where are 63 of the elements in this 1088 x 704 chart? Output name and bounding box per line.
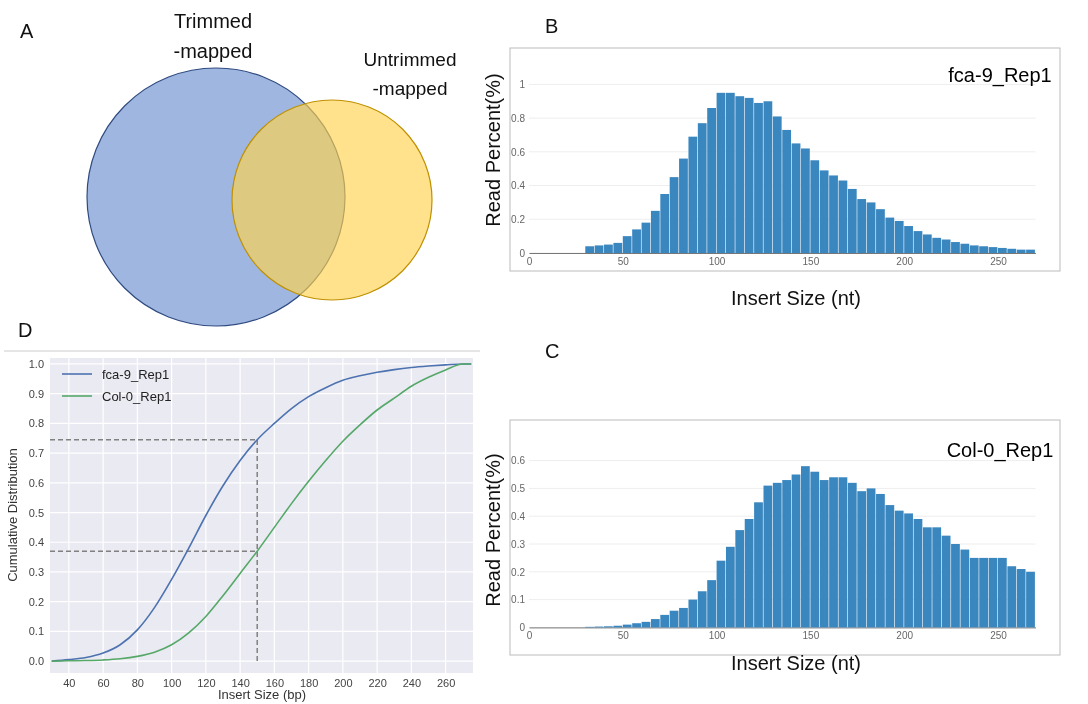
y-tick-label: 0.4 <box>511 510 526 522</box>
x-tick-label: 200 <box>896 256 914 268</box>
y-axis-title: Cumulative Distribution <box>5 448 20 582</box>
x-tick-label: 60 <box>97 676 110 689</box>
y-tick-label: 0.5 <box>511 483 526 495</box>
y-tick-label: 0 <box>519 247 526 259</box>
y-tick-label: 0 <box>519 622 526 634</box>
x-tick-label: 160 <box>265 676 285 689</box>
text: A <box>20 20 34 42</box>
chart-title: fca-9_Rep1 <box>948 64 1052 87</box>
x-tick-label: 220 <box>368 676 387 689</box>
line-series <box>50 363 473 662</box>
legend-label: fca-9_Rep1 <box>102 366 170 382</box>
y-tick-label: 0.3 <box>511 538 526 550</box>
x-tick-label: 50 <box>617 630 630 642</box>
x-tick-label: 80 <box>131 676 144 689</box>
y-tick-label: 0.4 <box>511 180 526 192</box>
y-tick-label: 0.2 <box>28 595 44 608</box>
legend-label: Col-0_Rep1 <box>102 388 172 404</box>
y-tick-label: 0.0 <box>28 655 44 668</box>
y-tick-label: 0.5 <box>28 506 44 519</box>
x-axis-title: Insert Size (nt) <box>730 287 862 309</box>
y-tick-label: 0.6 <box>511 455 526 467</box>
y-tick-label: 0.6 <box>511 146 526 158</box>
text: C <box>545 340 560 362</box>
text: B <box>545 15 559 37</box>
x-tick-label: 120 <box>197 676 216 689</box>
x-tick-label: 250 <box>990 630 1008 642</box>
x-tick-label: 250 <box>990 256 1008 268</box>
x-tick-label: 150 <box>802 630 820 642</box>
text: Untrimmed -mapped <box>363 49 457 99</box>
y-tick-label: 0.3 <box>28 565 44 578</box>
y-axis-title: Read Percent(%) <box>482 453 504 607</box>
y-tick-label: 0.8 <box>28 417 44 430</box>
x-axis-title: Insert Size (nt) <box>730 652 862 674</box>
x-tick-label: 40 <box>63 676 76 689</box>
chart-title: Col-0_Rep1 <box>946 439 1054 462</box>
x-tick-label: 150 <box>802 256 820 268</box>
y-tick-label: 0.7 <box>28 447 44 460</box>
y-axis-title: Read Percent(%) <box>482 73 504 227</box>
y-tick-label: 0.8 <box>511 112 526 124</box>
x-tick-label: 200 <box>896 630 914 642</box>
x-axis-title: Insert Size (bp) <box>217 687 307 702</box>
x-tick-label: 100 <box>708 630 726 642</box>
x-tick-label: 180 <box>299 676 319 689</box>
x-tick-label: 100 <box>162 676 182 689</box>
x-tick-label: 50 <box>617 256 630 268</box>
text: D <box>18 319 33 341</box>
y-tick-label: 0.9 <box>28 387 44 400</box>
x-tick-label: 200 <box>334 676 353 689</box>
x-tick-label: 240 <box>402 676 422 689</box>
x-tick-label: 260 <box>436 676 456 689</box>
y-tick-label: 0.2 <box>511 566 526 578</box>
y-tick-label: 0.1 <box>511 594 526 606</box>
y-tick-label: 0.4 <box>28 536 44 549</box>
y-tick-label: 1.0 <box>28 357 44 370</box>
y-tick-label: 1 <box>519 79 526 91</box>
y-tick-label: 0.2 <box>511 213 526 225</box>
y-tick-label: 0.6 <box>28 476 44 489</box>
x-tick-label: 100 <box>708 256 726 268</box>
text: Trimmed -mapped <box>173 10 253 62</box>
y-tick-label: 0.1 <box>28 625 44 638</box>
x-tick-label: 140 <box>231 676 250 689</box>
